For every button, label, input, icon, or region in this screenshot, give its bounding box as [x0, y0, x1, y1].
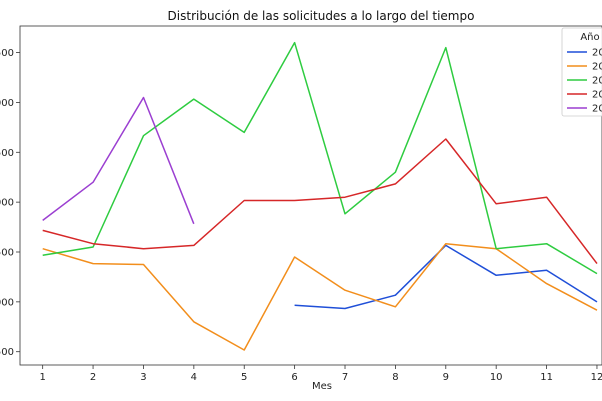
y-tick-label: 500 — [0, 347, 14, 358]
series-line-3 — [42, 41, 598, 275]
y-tick-label: 000 — [0, 98, 14, 109]
x-tick-label: 11 — [540, 372, 553, 383]
x-tick-label: 6 — [291, 372, 297, 383]
x-tick-label: 1 — [39, 372, 45, 383]
x-tick-label: 8 — [392, 372, 398, 383]
legend-label: 20 — [592, 62, 602, 73]
series-layer — [42, 41, 598, 351]
x-axis-ticks: 1 2 3 4 5 6 7 8 9 10 11 12 — [39, 365, 602, 383]
series-line-1 — [294, 244, 598, 310]
y-tick-label: 000 — [0, 297, 14, 308]
plot-frame — [19, 25, 602, 366]
x-tick-label: 3 — [140, 372, 146, 383]
chart-title: Distribución de las solicitudes a lo lar… — [168, 9, 475, 23]
y-tick-label: 500 — [0, 148, 14, 159]
plot-area — [19, 25, 602, 366]
legend-label: 20 — [592, 48, 602, 59]
y-tick-label: 000 — [0, 198, 14, 209]
x-axis-label: Mes — [312, 381, 332, 392]
series-line-5 — [42, 96, 195, 225]
x-tick-label: 2 — [90, 372, 96, 383]
y-tick-label: 500 — [0, 248, 14, 259]
legend: Año 20 20 20 20 20 — [561, 27, 602, 117]
x-tick-label: 4 — [191, 372, 197, 383]
y-tick-label: 500 — [0, 48, 14, 59]
x-tick-label: 5 — [241, 372, 247, 383]
series-line-4 — [42, 138, 598, 265]
x-tick-label: 9 — [443, 372, 449, 383]
x-tick-label: 12 — [591, 372, 602, 383]
legend-entries: 20 20 20 20 20 — [567, 48, 602, 115]
x-tick-label: 10 — [490, 372, 503, 383]
legend-label: 20 — [592, 104, 602, 115]
legend-label: 20 — [592, 76, 602, 87]
y-axis-ticks: 500 000 500 000 500 000 500 — [0, 48, 20, 358]
legend-title: Año — [580, 32, 599, 43]
series-line-2 — [42, 242, 598, 351]
x-tick-label: 7 — [342, 372, 348, 383]
legend-label: 20 — [592, 90, 602, 101]
